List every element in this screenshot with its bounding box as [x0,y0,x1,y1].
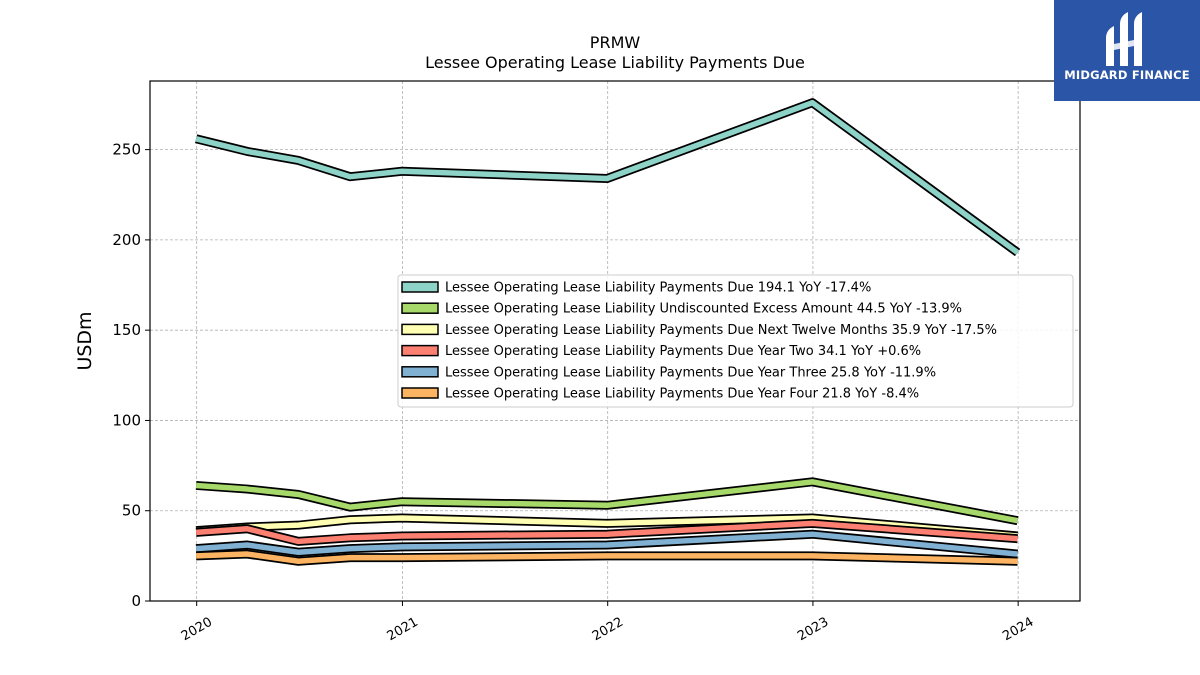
x-tick-label: 2021 [385,615,421,645]
legend-swatch [401,387,439,399]
x-axis: 2020 2021 2022 2023 2024 [179,601,1036,645]
y-tick-label: 250 [112,141,141,159]
legend-entry: Lessee Operating Lease Liability Undisco… [445,302,962,317]
y-tick-label: 100 [112,411,141,429]
legend-entry: Lessee Operating Lease Liability Payment… [445,323,997,338]
legend-swatch [401,366,439,378]
legend-swatch [401,344,439,357]
logo-mark-icon [1106,12,1142,66]
logo-text: MIDGARD FINANCE [1064,68,1190,82]
y-axis-label: USDm [74,311,96,370]
legend-entry: Lessee Operating Lease Liability Payment… [445,365,936,380]
chart-title: PRMW [590,33,641,52]
legend-entry: Lessee Operating Lease Liability Payment… [445,387,919,402]
series-line [195,520,1018,545]
legend-entry: Lessee Operating Lease Liability Payment… [445,281,871,296]
legend-entry: Lessee Operating Lease Liability Payment… [445,344,921,359]
y-tick-label: 150 [112,321,141,339]
x-tick-label: 2020 [179,615,215,645]
x-tick-label: 2023 [795,615,831,645]
midgard-finance-logo: MIDGARD FINANCE [1054,0,1200,101]
series-lines [195,98,1021,566]
legend-swatch [401,281,439,293]
y-tick-label: 0 [131,592,141,610]
legend-swatch [401,323,439,336]
series-line [195,531,1018,557]
series-line [196,551,1018,565]
x-tick-label: 2024 [1000,615,1036,645]
legend-swatch [401,302,439,314]
y-axis: 0 50 100 150 200 250 [112,141,150,610]
series-line [195,479,1019,524]
series-line [195,99,1020,255]
legend: Lessee Operating Lease Liability Payment… [397,274,1074,408]
y-tick-label: 200 [112,231,141,249]
chart-subtitle: Lessee Operating Lease Liability Payment… [425,53,805,72]
plot-frame [149,80,1081,602]
legend-box [397,274,1074,408]
x-tick-label: 2022 [590,615,626,645]
y-tick-label: 50 [122,502,141,520]
